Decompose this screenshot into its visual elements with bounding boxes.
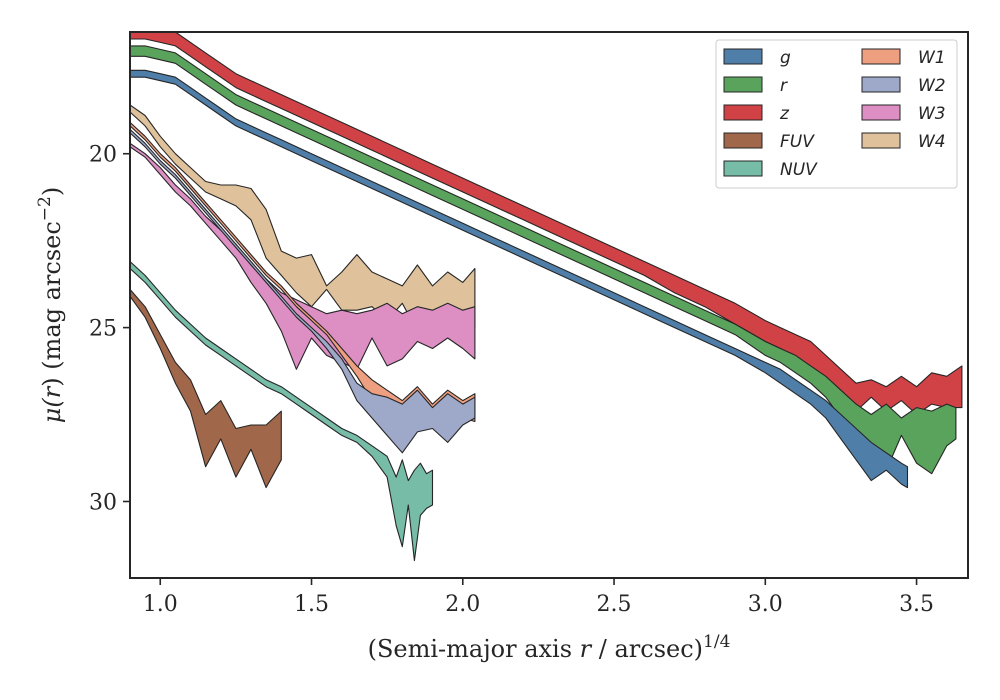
legend-label-w3: W3 [918,104,946,124]
legend-label-w4: W4 [918,132,946,152]
band-fuv [130,288,282,489]
legend-swatch-w1 [861,48,901,65]
y-tick-label: 20 [89,143,117,168]
x-axis-label: (Semi-major axis r / arcsec)1/4 [368,632,731,663]
x-tick-label: 2.5 [597,592,632,617]
plot-frame [129,31,969,579]
x-tick-label: 3.0 [748,592,783,617]
legend-swatch-w3 [861,104,901,121]
y-tick-label: 25 [89,317,117,342]
legend-swatch-g [723,48,763,65]
x-axis-ticks: 1.0 1.5 2.0 2.5 3.0 3.5 [143,578,934,617]
legend-swatch-z [723,104,763,121]
legend-swatch-nuv [723,160,763,177]
legend-swatch-fuv [723,132,763,149]
y-axis-ticks: 20 25 30 [89,143,130,515]
legend-label-z: z [779,104,790,124]
legend-label-nuv: NUV [780,160,818,180]
y-tick-label: 30 [89,490,117,515]
x-tick-label: 1.5 [294,592,329,617]
legend-swatch-r [723,76,763,93]
legend-swatch-w2 [861,76,901,93]
legend-label-w1: W1 [918,48,946,68]
band-nuv [130,260,434,562]
legend-swatch-w4 [861,132,901,149]
x-tick-label: 3.5 [899,592,934,617]
bands-layer [130,32,963,562]
legend-label-fuv: FUV [780,132,815,152]
band-z [130,32,963,416]
x-tick-label: 1.0 [143,592,178,617]
y-axis-label: μ(r) (mag arcsec−2) [35,187,66,424]
band-w1 [130,121,476,423]
legend: grz FUV NUV W1 W2 W3 W4 [715,39,958,189]
legend-label-w2: W2 [918,76,946,96]
legend-label-r: r [780,76,788,96]
band-r [130,45,957,475]
legend-label-g: g [780,48,791,68]
x-tick-label: 2.0 [445,592,480,617]
band-w2 [130,128,476,454]
band-g [130,69,909,489]
